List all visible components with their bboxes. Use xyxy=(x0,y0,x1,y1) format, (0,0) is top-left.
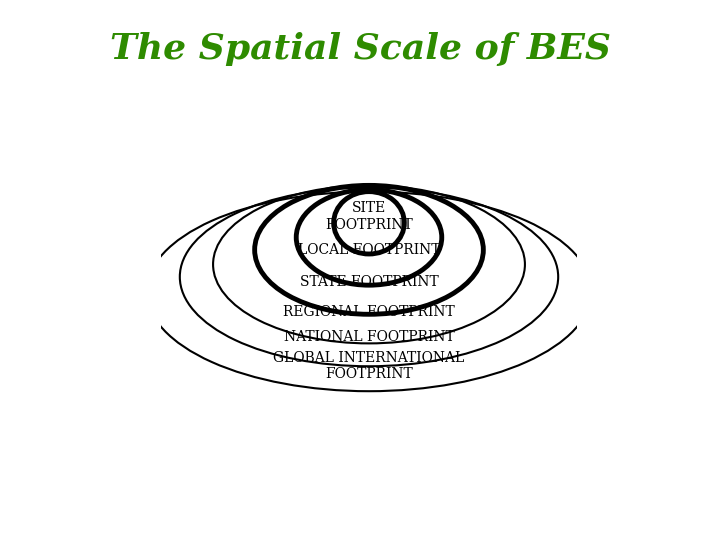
Text: GLOBAL INTERNATIONAL
FOOTPRINT: GLOBAL INTERNATIONAL FOOTPRINT xyxy=(274,351,464,381)
Text: SITE
FOOTPRINT: SITE FOOTPRINT xyxy=(325,201,413,232)
Text: The Spatial Scale of BES: The Spatial Scale of BES xyxy=(109,32,611,66)
Text: LOCAL FOOTPRINT: LOCAL FOOTPRINT xyxy=(298,243,440,257)
Text: NATIONAL FOOTPRINT: NATIONAL FOOTPRINT xyxy=(284,330,454,344)
Text: REGIONAL FOOTPRINT: REGIONAL FOOTPRINT xyxy=(283,305,455,319)
Text: STATE FOOTPRINT: STATE FOOTPRINT xyxy=(300,275,438,289)
